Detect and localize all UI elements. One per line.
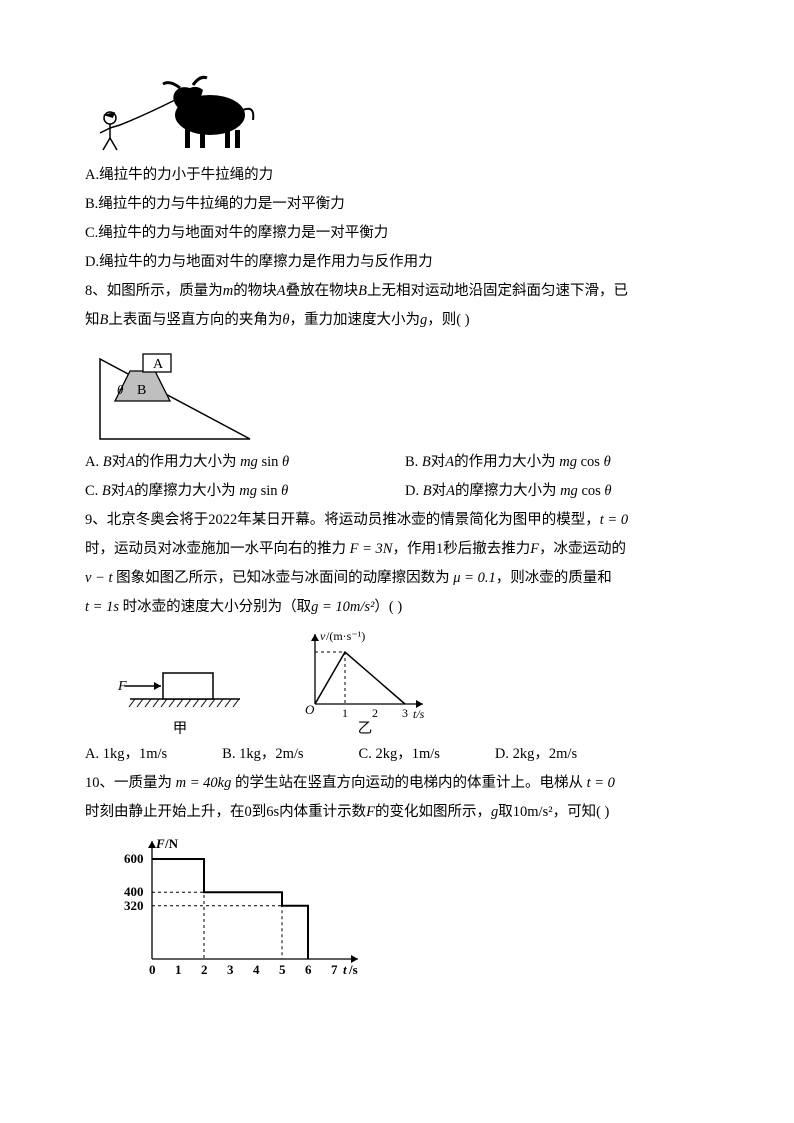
svg-text:5: 5 [279,962,286,977]
page: A.绳拉牛的力小于牛拉绳的力 B.绳拉牛的力与牛拉绳的力是一对平衡力 C.绳拉牛… [0,0,794,1123]
q8-m: m [223,283,233,299]
q8-t6: 上表面与竖直方向的夹角为 [108,312,282,328]
q7-option-a: A.绳拉牛的力小于牛拉绳的力 [85,161,709,190]
q8-fig-label-theta: θ [117,382,124,397]
q8-stem: 8、如图所示，质量为m的物块A叠放在物块B上无相对运动地沿固定斜面匀速下滑，已 [85,277,709,306]
svg-text:/s: /s [348,962,358,977]
svg-text:7: 7 [331,962,338,977]
svg-text:O: O [305,702,315,717]
svg-text:0: 0 [149,962,156,977]
q8-t4: 上无相对运动地沿固定斜面匀速下滑，已 [367,283,628,299]
svg-text:1: 1 [342,706,348,720]
q7-option-d: D.绳拉牛的力与地面对牛的摩擦力是作用力与反作用力 [85,248,709,277]
q9-options: A. 1kg，1m/s B. 1kg，2m/s C. 2kg，1m/s D. 2… [85,740,709,769]
svg-text:4: 4 [253,962,260,977]
q7-option-b: B.绳拉牛的力与牛拉绳的力是一对平衡力 [85,190,709,219]
svg-text:600: 600 [124,851,144,866]
q8-t2: 的物块 [233,283,277,299]
q9-fig2-caption: 乙 [295,721,435,738]
q9-fig2: O 1 2 3 t/s v /(m·s⁻¹) 乙 [295,626,435,738]
q8-t8: ，则( ) [427,312,469,328]
q8-fig-label-b: B [137,383,146,398]
svg-text:/N: /N [164,836,179,851]
q10-stem-2: 时刻由静止开始上升，在0到6s内体重计示数F的变化如图所示，g取10m/s²，可… [85,798,709,827]
svg-text:1: 1 [175,962,182,977]
svg-text:t: t [343,962,347,977]
svg-text:/(m·s⁻¹): /(m·s⁻¹) [326,629,365,643]
svg-text:F: F [155,836,165,851]
q9-figures: F 甲 O 1 2 3 t/s v [115,626,709,738]
q8-option-c: C. B对A的摩擦力大小为 mg sin θ [85,477,365,506]
q9-option-c: C. 2kg，1m/s [359,740,440,769]
q8-options-row2: C. B对A的摩擦力大小为 mg sin θ D. B对A的摩擦力大小为 mg … [85,477,709,506]
q9-stem-1: 9、北京冬奥会将于2022年某日开幕。将运动员推冰壶的情景简化为图甲的模型，t … [85,506,709,535]
q8-B: B [358,283,367,299]
q8-figure: A B θ [95,339,709,444]
svg-text:2: 2 [201,962,208,977]
q8-t1: 8、如图所示，质量为 [85,283,223,299]
q9-stem-2: 时，运动员对冰壶施加一水平向右的推力 F = 3N，作用1秒后撤去推力F，冰壶运… [85,535,709,564]
q8-option-d: D. B对A的摩擦力大小为 mg cos θ [405,477,612,506]
q9-stem-3: v − t 图象如图乙所示，已知冰壶与冰面间的动摩擦因数为 μ = 0.1，则冰… [85,564,709,593]
q7-option-c: C.绳拉牛的力与地面对牛的摩擦力是一对平衡力 [85,219,709,248]
q8-options-row1: A. B对A的作用力大小为 mg sin θ B. B对A的作用力大小为 mg … [85,448,709,477]
svg-text:t/s: t/s [413,707,425,721]
svg-text:3: 3 [227,962,234,977]
q10-stem-1: 10、一质量为 m = 40kg 的学生站在竖直方向运动的电梯内的体重计上。电梯… [85,769,709,798]
q9-option-d: D. 2kg，2m/s [495,740,577,769]
svg-text:6: 6 [305,962,312,977]
q8-t7: ，重力加速度大小为 [289,312,420,328]
q10-figure: 600 400 320 0 1 2 3 4 5 6 7 F /N t /s [110,831,709,981]
q8-stem-2: 知B上表面与竖直方向的夹角为θ，重力加速度大小为g，则( ) [85,306,709,335]
q9-fig1-caption: 甲 [115,721,245,738]
q9-stem-4: t = 1s 时冰壶的速度大小分别为（取g = 10m/s²）( ) [85,593,709,622]
svg-text:F: F [117,679,127,694]
q8-option-a: A. B对A的作用力大小为 mg sin θ [85,448,365,477]
q7-figure [85,70,709,155]
svg-text:400: 400 [124,884,144,899]
q9-option-a: A. 1kg，1m/s [85,740,167,769]
svg-text:320: 320 [124,898,144,913]
q8-fig-label-a: A [153,357,164,372]
svg-text:3: 3 [402,706,408,720]
q9-option-b: B. 1kg，2m/s [222,740,303,769]
q8-t5: 知 [85,312,100,328]
q9-fig1: F 甲 [115,651,245,738]
q8-option-b: B. B对A的作用力大小为 mg cos θ [405,448,611,477]
svg-text:2: 2 [372,706,378,720]
q8-t3: 叠放在物块 [286,283,359,299]
q8-A: A [277,283,286,299]
